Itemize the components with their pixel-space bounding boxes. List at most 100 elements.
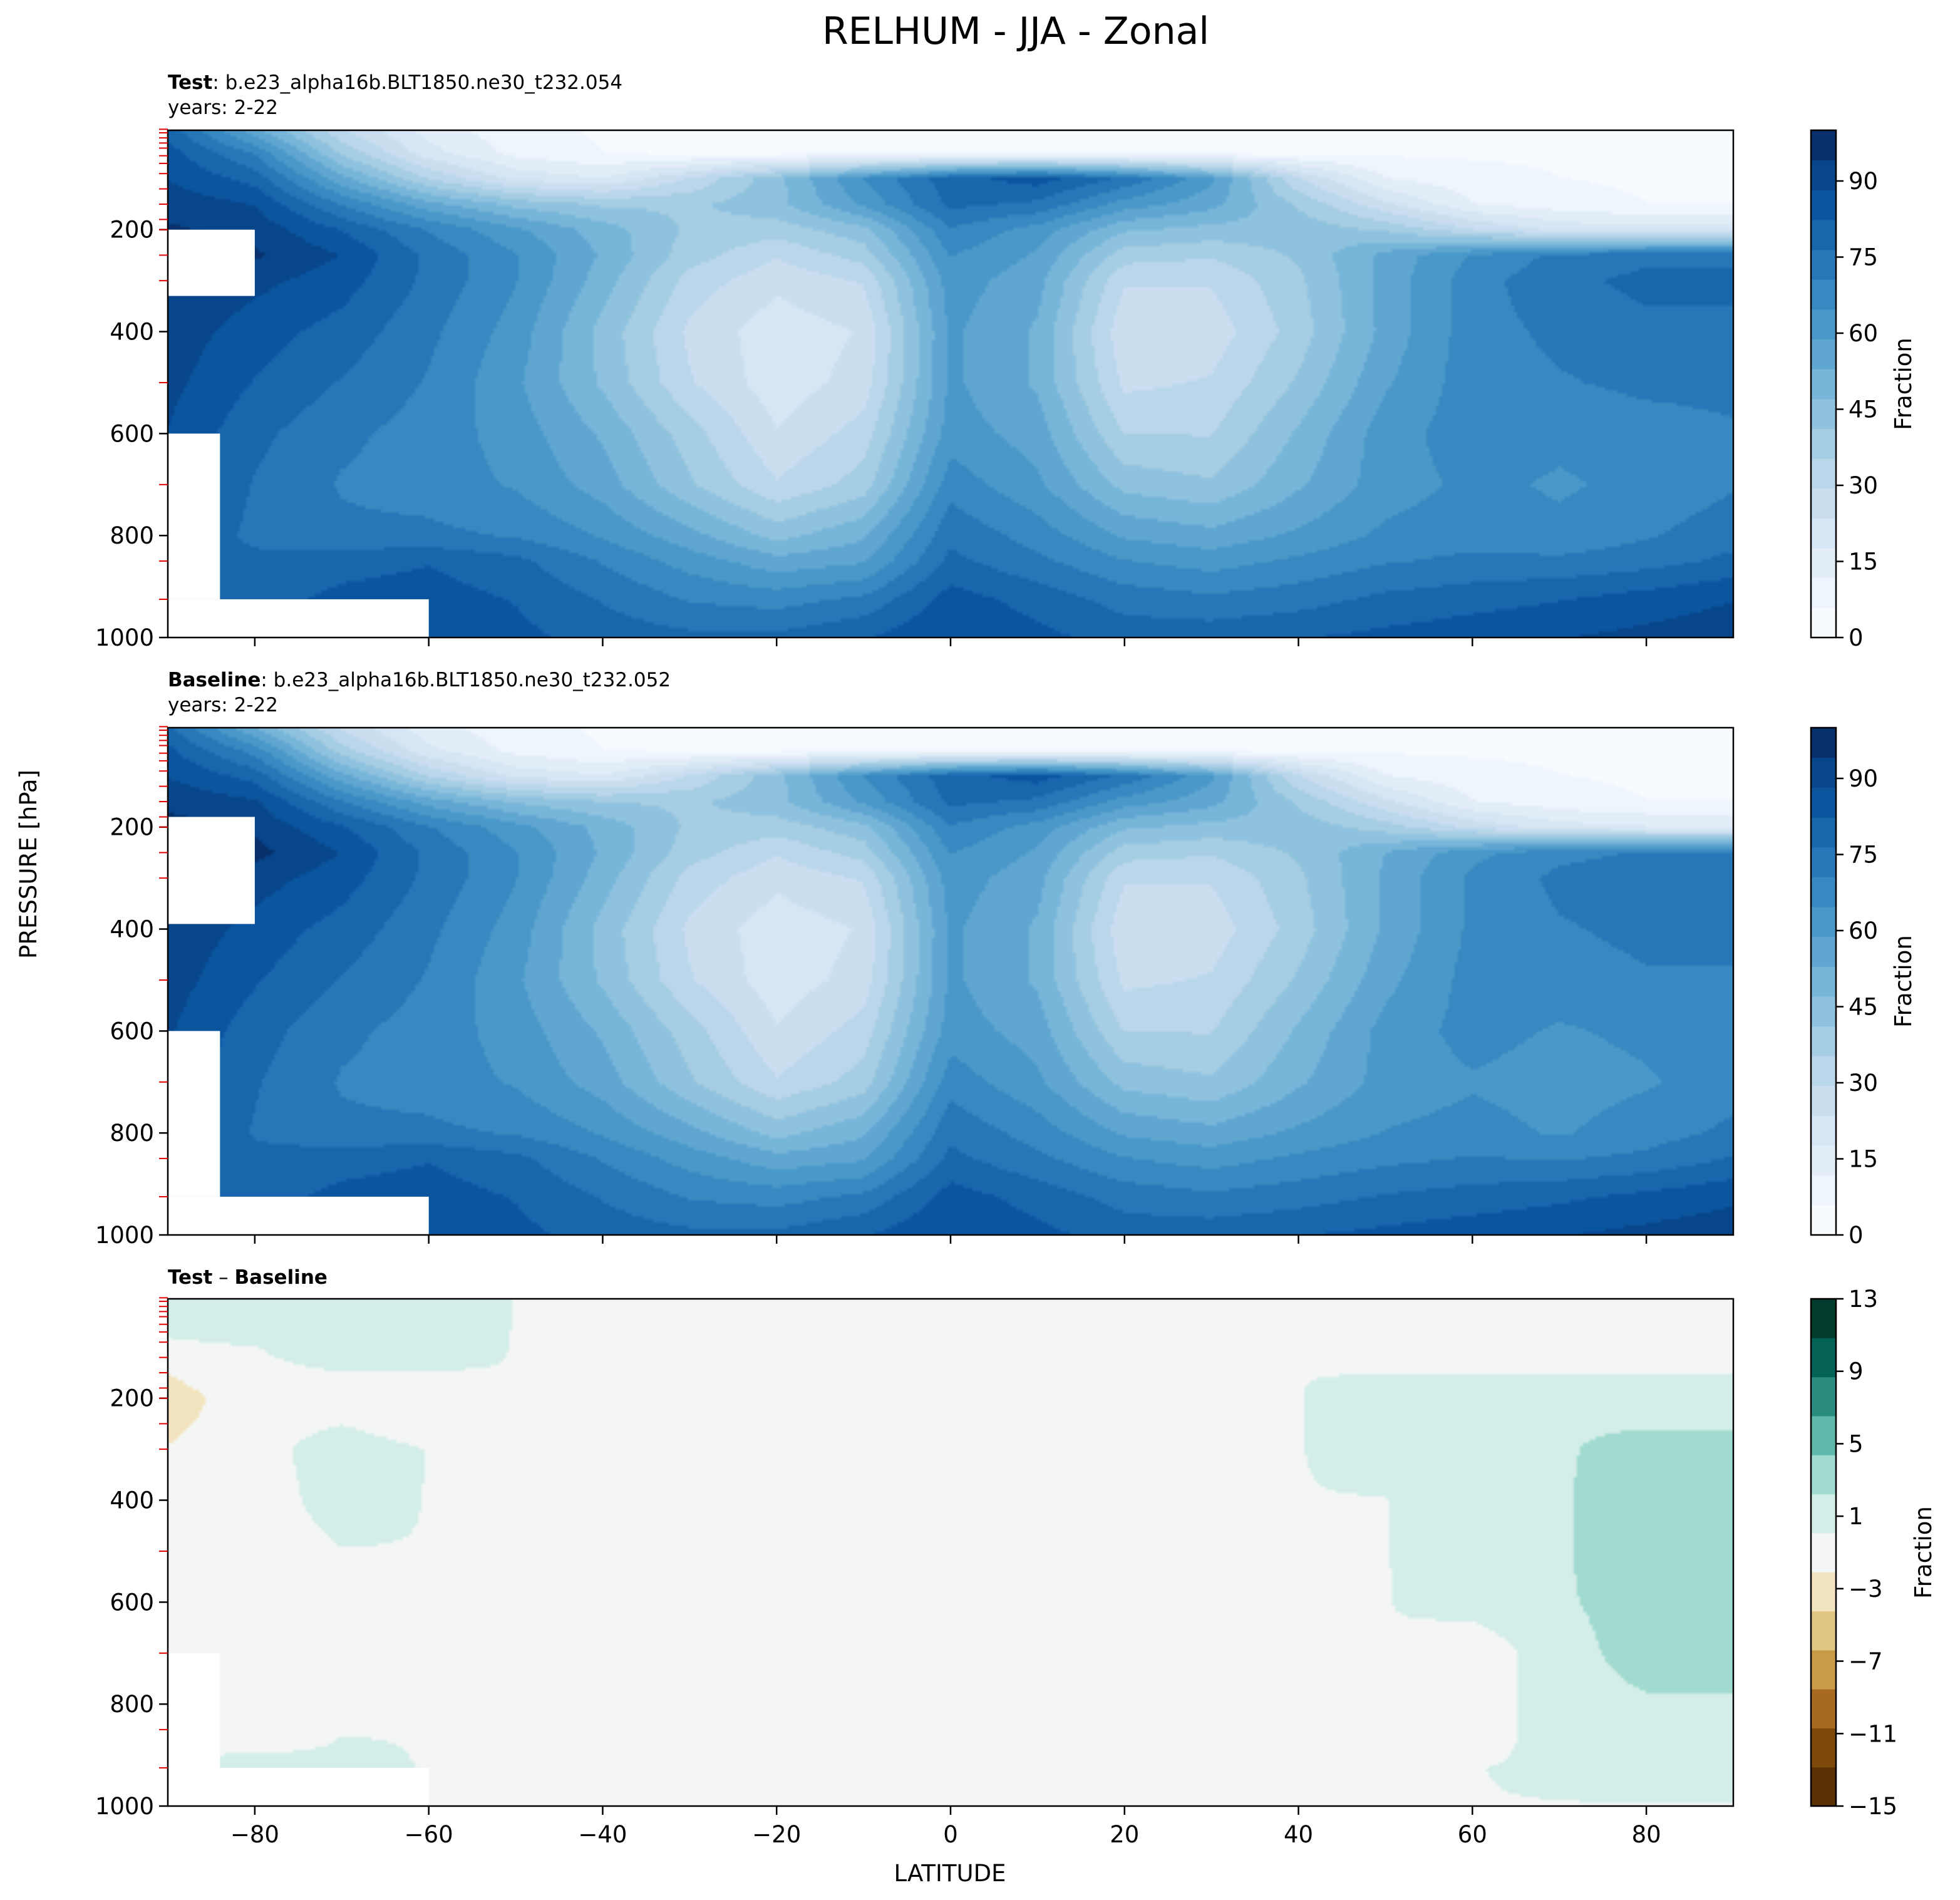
colorbar-segment bbox=[1811, 1689, 1836, 1728]
y-tick-label: 1000 bbox=[95, 624, 154, 651]
colorbar-segment bbox=[1811, 548, 1836, 579]
missing-data-region bbox=[168, 817, 255, 924]
colorbar-segment bbox=[1811, 1572, 1836, 1612]
colorbar-frame bbox=[1810, 129, 1837, 639]
colorbar-segment bbox=[1811, 757, 1836, 788]
colorbar-tick-label: −7 bbox=[1849, 1648, 1883, 1675]
y-axis-label: PRESSURE [hPa] bbox=[15, 770, 42, 959]
colorbar-segment bbox=[1811, 1532, 1836, 1572]
colorbar-frame bbox=[1810, 1298, 1837, 1807]
y-tick-label: 400 bbox=[110, 916, 154, 943]
colorbar-tick-label: 15 bbox=[1849, 549, 1878, 576]
x-tick-label: −80 bbox=[230, 1821, 279, 1848]
colorbar-segment bbox=[1811, 1728, 1836, 1768]
y-tick-label: 1000 bbox=[95, 1222, 154, 1249]
colorbar-segment bbox=[1811, 1085, 1836, 1117]
colorbar-tick-label: 45 bbox=[1849, 396, 1878, 423]
colorbar-tick-label: 9 bbox=[1849, 1358, 1864, 1385]
y-tick-label: 800 bbox=[110, 1120, 154, 1147]
colorbar-segment bbox=[1811, 906, 1836, 937]
colorbar-label: Fraction bbox=[1890, 935, 1917, 1028]
difference-panel-label: Test – Baseline bbox=[168, 1266, 328, 1289]
y-tick-label: 200 bbox=[110, 217, 154, 244]
x-tick-label: 40 bbox=[1284, 1821, 1313, 1848]
missing-data-region bbox=[168, 1653, 220, 1768]
colorbar-segment bbox=[1811, 249, 1836, 280]
figure-title: RELHUM - JJA - Zonal bbox=[822, 9, 1209, 53]
colorbar-segment bbox=[1811, 1145, 1836, 1176]
colorbar-segment bbox=[1811, 398, 1836, 430]
colorbar-segment bbox=[1811, 339, 1836, 369]
y-tick-label: 1000 bbox=[95, 1793, 154, 1820]
difference-panel-label-test: Test bbox=[168, 1266, 213, 1289]
x-tick-label: −20 bbox=[752, 1821, 801, 1848]
baseline-panel: Baseline: b.e23_alpha16b.BLT1850.ne30_t2… bbox=[95, 669, 1917, 1249]
colorbar-label: Fraction bbox=[1890, 338, 1917, 430]
baseline-panel-label-bold: Baseline bbox=[168, 669, 260, 691]
colorbar-tick-label: −11 bbox=[1849, 1720, 1897, 1747]
colorbar-segment bbox=[1811, 1376, 1836, 1417]
colorbar-tick-label: 75 bbox=[1849, 842, 1878, 869]
colorbar-segment bbox=[1811, 130, 1836, 161]
heatmap-field bbox=[168, 130, 1733, 638]
colorbar-segment bbox=[1811, 607, 1836, 638]
y-tick-label: 200 bbox=[110, 814, 154, 841]
colorbar-segment bbox=[1811, 1026, 1836, 1056]
test-panel-label-case: : b.e23_alpha16b.BLT1850.ne30_t232.054 bbox=[212, 71, 622, 94]
heatmap-field bbox=[168, 728, 1733, 1235]
difference-panel-label-minus: – bbox=[212, 1266, 234, 1289]
test-panel-label: Test: b.e23_alpha16b.BLT1850.ne30_t232.0… bbox=[168, 71, 622, 94]
colorbar-segment bbox=[1811, 1338, 1836, 1378]
colorbar-segment bbox=[1811, 1115, 1836, 1146]
baseline-plot-area: 200 400 600 800 1000 bbox=[95, 726, 1735, 1249]
colorbar-segment bbox=[1811, 1205, 1836, 1236]
colorbar-tick-label: 5 bbox=[1849, 1430, 1864, 1457]
colorbar-segment bbox=[1811, 728, 1836, 758]
colorbar-tick-label: 60 bbox=[1849, 320, 1878, 347]
colorbar-segment bbox=[1811, 428, 1836, 459]
missing-data-region bbox=[168, 433, 220, 599]
colorbar-tick-label: 75 bbox=[1849, 244, 1878, 271]
missing-data-region bbox=[168, 1196, 429, 1235]
colorbar-segment bbox=[1811, 577, 1836, 608]
colorbar-tick-label: 0 bbox=[1849, 1222, 1864, 1249]
difference-colorbar: 13 9 5 1 −3 −7 −11 −15 Fraction bbox=[1810, 1286, 1937, 1820]
colorbar-segment bbox=[1811, 1455, 1836, 1495]
colorbar-segment bbox=[1811, 936, 1836, 967]
colorbar-tick-label: 30 bbox=[1849, 472, 1878, 499]
colorbar-tick-label: 90 bbox=[1849, 168, 1878, 195]
colorbar-segment bbox=[1811, 518, 1836, 549]
test-panel-years: years: 2-22 bbox=[168, 96, 278, 119]
missing-data-region bbox=[168, 1767, 429, 1806]
missing-data-region bbox=[168, 1031, 220, 1197]
y-tick-label: 400 bbox=[110, 319, 154, 346]
y-tick-label: 800 bbox=[110, 1691, 154, 1718]
baseline-panel-label: Baseline: b.e23_alpha16b.BLT1850.ne30_t2… bbox=[168, 669, 671, 691]
colorbar-segment bbox=[1811, 817, 1836, 848]
x-axis-label: LATITUDE bbox=[894, 1860, 1006, 1887]
colorbar-segment bbox=[1811, 877, 1836, 907]
colorbar-segment bbox=[1811, 966, 1836, 997]
colorbar-segment bbox=[1811, 279, 1836, 310]
colorbar-tick-label: 0 bbox=[1849, 624, 1864, 651]
colorbar-segment bbox=[1811, 996, 1836, 1027]
test-panel-label-bold: Test bbox=[168, 71, 213, 94]
colorbar-tick-label: −3 bbox=[1849, 1576, 1883, 1603]
colorbar-segment bbox=[1811, 1299, 1836, 1338]
x-tick-label: −60 bbox=[405, 1821, 453, 1848]
colorbar-segment bbox=[1811, 190, 1836, 220]
colorbar-tick-label: 45 bbox=[1849, 994, 1878, 1021]
colorbar-segment bbox=[1811, 1767, 1836, 1807]
difference-plot-area: 200 400 600 800 1000 −80 −60 −40 −20 0 20 40 60 80 bbox=[95, 1297, 1735, 1848]
test-plot-area: 200 400 600 800 1000 bbox=[95, 128, 1735, 651]
x-tick-label: 20 bbox=[1110, 1821, 1139, 1848]
missing-data-region bbox=[168, 599, 429, 638]
colorbar-segment bbox=[1811, 160, 1836, 190]
colorbar-tick-label: −15 bbox=[1849, 1793, 1897, 1820]
colorbar-frame bbox=[1810, 726, 1837, 1236]
test-colorbar: 0 15 30 45 60 75 90 Fraction bbox=[1810, 129, 1917, 651]
heatmap-field bbox=[168, 1299, 1733, 1806]
baseline-colorbar: 0 15 30 45 60 75 90 Fraction bbox=[1810, 726, 1917, 1249]
test-panel: Test: b.e23_alpha16b.BLT1850.ne30_t232.0… bbox=[95, 71, 1917, 651]
